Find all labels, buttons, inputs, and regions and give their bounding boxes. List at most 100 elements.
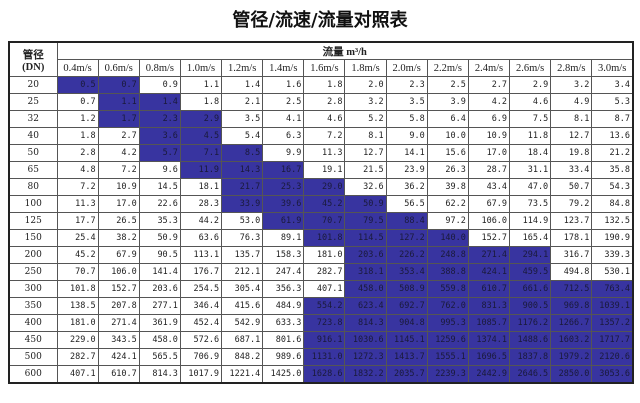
flow-cell: 2.7 [97,127,140,145]
table-row: 100 11.3 17.0 22.6 28.3 33.9 39.6 45.2 50.9 56.5 6… [8,195,634,213]
flow-cell: 10.0 [426,127,469,145]
velocity-header: 2.4m/s [467,59,511,77]
flow-cell: 3.2 [550,76,593,94]
flow-cell: 39.8 [426,178,469,196]
flow-cell: 3.2 [344,93,387,111]
flow-cell: 692.7 [385,297,428,315]
dn-cell: 450 [8,331,58,349]
flow-cell: 11.9 [179,161,223,179]
flow-cell: 97.2 [426,212,469,230]
flow-cell: 1832.2 [344,365,387,384]
flow-cell: 28.3 [179,195,223,213]
flow-cell: 123.7 [550,212,593,230]
flow-cell: 36.2 [385,178,428,196]
flow-cell: 2.9 [179,110,223,128]
flow-cell: 29.0 [303,178,346,196]
flow-cell: 623.4 [344,297,387,315]
flow-cell: 106.0 [467,212,511,230]
flow-cell: 56.5 [385,195,428,213]
flow-cell: 8.1 [550,110,593,128]
flow-cell: 226.2 [385,246,428,264]
velocity-header: 1.4m/s [262,59,305,77]
table-row: 450 229.0 343.5 458.0 572.6 687.1 801.6 916.1 10… [8,331,634,349]
flow-cell: 459.5 [509,263,552,281]
flow-cell: 458.0 [344,280,387,298]
flow-cell: 3053.6 [591,365,634,384]
flow-cell: 152.7 [97,280,140,298]
flow-cell: 706.9 [179,348,223,366]
flow-cell: 407.1 [303,280,346,298]
flow-cell: 904.8 [385,314,428,332]
flow-cell: 90.5 [138,246,181,264]
flow-cell: 47.0 [509,178,552,196]
flow-cell: 203.6 [138,280,181,298]
flow-cell: 8.5 [221,144,264,162]
flow-cell: 25.4 [56,229,99,247]
dn-cell: 125 [8,212,58,230]
flow-cell: 305.4 [221,280,264,298]
velocity-header: 0.6m/s [97,59,140,77]
flow-cell: 229.0 [56,331,99,349]
flow-cell: 1425.0 [262,365,305,384]
flow-cell: 114.9 [509,212,552,230]
flow-cell: 7.2 [303,127,346,145]
dn-cell: 50 [8,144,58,162]
flow-cell: 277.1 [138,297,181,315]
flow-cell: 8.7 [591,110,634,128]
flow-cell: 11.8 [509,127,552,145]
flow-cell: 687.1 [221,331,264,349]
flow-cell: 4.1 [262,110,305,128]
flow-cell: 4.9 [550,93,593,111]
flow-cell: 67.9 [97,246,140,264]
flow-cell: 1039.1 [591,297,634,315]
flow-cell: 10.9 [97,178,140,196]
dn-cell: 40 [8,127,58,145]
table-row: 25 0.7 1.1 1.4 1.8 2.1 2.5 2.8 3.2 3.5 3.9 4.2 4.6 4.… [8,93,634,111]
flow-cell: 610.7 [467,280,511,298]
flow-cell: 2.1 [221,93,264,111]
velocity-header: 2.6m/s [509,59,552,77]
flow-cell: 7.5 [509,110,552,128]
flow-cell: 0.5 [56,76,99,94]
flow-cell: 6.4 [426,110,469,128]
flow-cell: 21.7 [221,178,264,196]
table-row: 50 2.8 4.2 5.7 7.1 8.5 9.9 11.3 12.7 14.1 15.6 17.0… [8,144,634,162]
flow-cell: 4.8 [56,161,99,179]
flow-cell: 8.1 [344,127,387,145]
flow-cell: 247.4 [262,263,305,281]
dn-cell: 32 [8,110,58,128]
flow-cell: 5.8 [385,110,428,128]
flow-cell: 32.6 [344,178,387,196]
velocity-header: 2.0m/s [385,59,428,77]
flow-cell: 5.2 [344,110,387,128]
flow-cell: 15.6 [426,144,469,162]
flow-cell: 424.1 [97,348,140,366]
flow-cell: 452.4 [179,314,223,332]
flow-cell: 54.3 [591,178,634,196]
flow-cell: 1.1 [97,93,140,111]
flow-cell: 1017.9 [179,365,223,384]
flow-cell: 138.5 [56,297,99,315]
flow-cell: 152.7 [467,229,511,247]
velocity-header: 2.2m/s [426,59,469,77]
flow-cell: 1.7 [97,110,140,128]
dn-cell: 600 [8,365,58,384]
flow-cell: 7.2 [97,161,140,179]
flow-cell: 19.1 [303,161,346,179]
flow-cell: 1.4 [221,76,264,94]
flow-cell: 132.5 [591,212,634,230]
flow-cell: 4.2 [467,93,511,111]
flow-cell: 1.8 [56,127,99,145]
flow-cell: 1357.2 [591,314,634,332]
velocity-header: 3.0m/s [591,59,634,77]
page-title: 管径/流速/流量对照表 [232,10,408,31]
dn-cell: 150 [8,229,58,247]
flow-cell: 43.4 [467,178,511,196]
flow-cell: 45.2 [56,246,99,264]
flow-cell: 158.3 [262,246,305,264]
dn-cell: 500 [8,348,58,366]
flow-cell: 2.3 [385,76,428,94]
flow-cell: 458.0 [138,331,181,349]
flow-cell: 2120.6 [591,348,634,366]
flow-cell: 21.2 [591,144,634,162]
